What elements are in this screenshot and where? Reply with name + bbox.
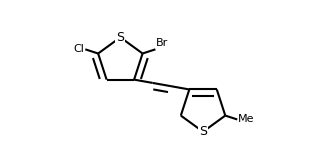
- Text: Me: Me: [238, 114, 255, 124]
- Text: S: S: [199, 125, 207, 138]
- Text: S: S: [116, 31, 124, 44]
- Text: Cl: Cl: [74, 44, 84, 54]
- Text: Br: Br: [156, 38, 168, 48]
